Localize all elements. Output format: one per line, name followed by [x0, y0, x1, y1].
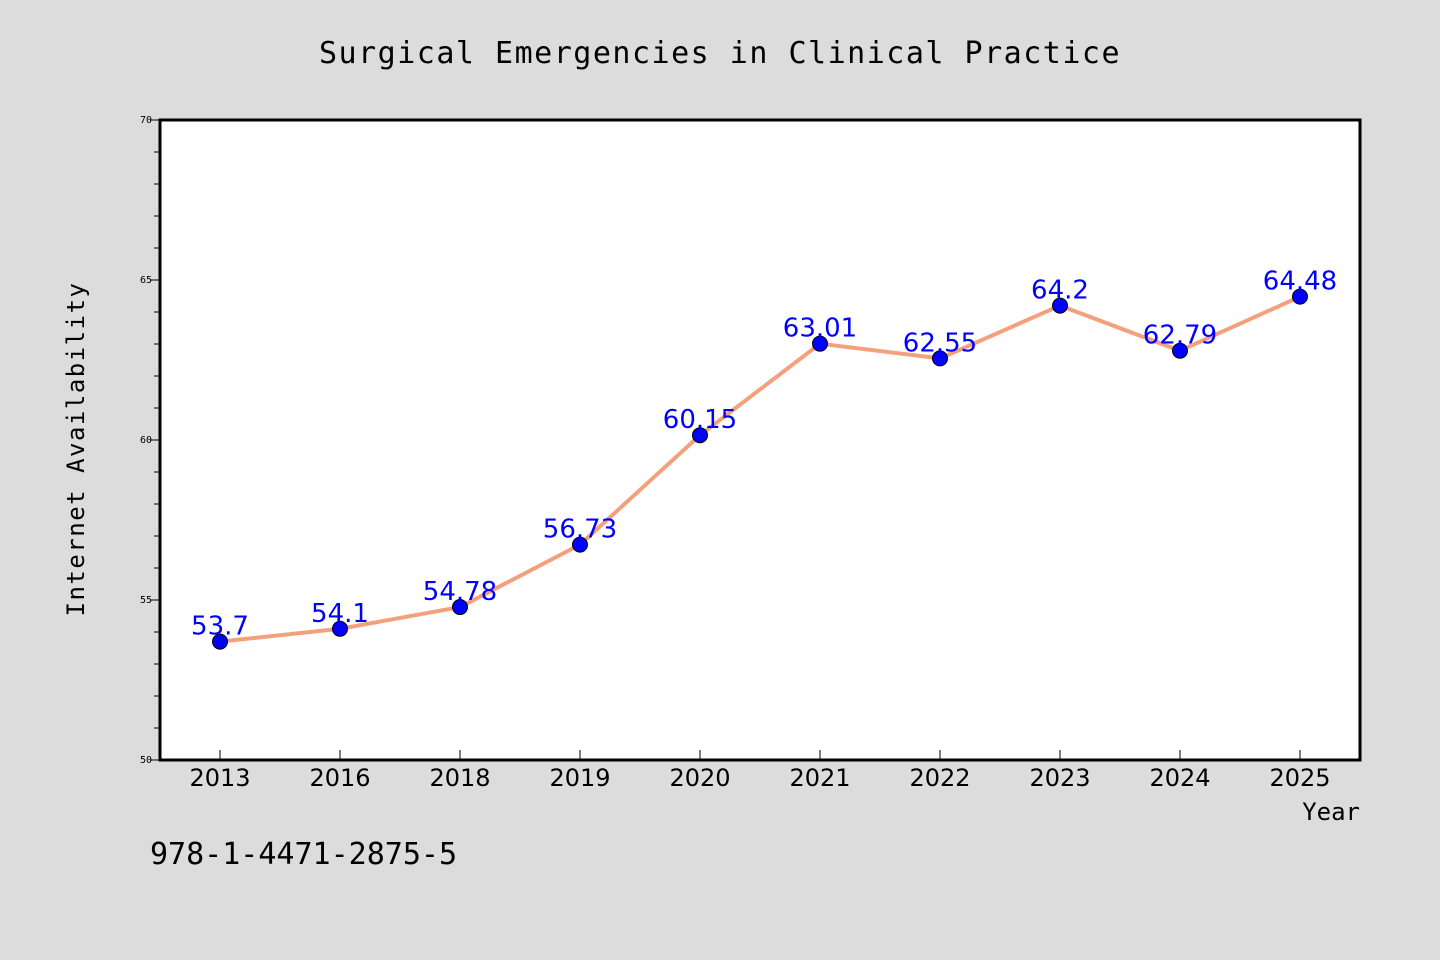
- y-tick-label: 70: [140, 115, 152, 126]
- x-axis-label: Year: [1302, 798, 1360, 826]
- data-point: [572, 536, 588, 553]
- x-tick-label: 2024: [1149, 764, 1210, 792]
- y-tick-label: 60: [140, 435, 152, 446]
- data-label: 53.7: [191, 612, 249, 642]
- data-point: [932, 350, 948, 367]
- series-group: 53.7 54.1 54.78 56.73 60.15 63.01 62.55 64.2 62.…: [191, 267, 1337, 650]
- x-axis-ticks: 2013 2016 2018 2019 2020 2021 2022 2023 2024 2025: [189, 750, 1331, 792]
- data-point: [332, 620, 348, 637]
- chart-title: Surgical Emergencies in Clinical Practic…: [319, 36, 1121, 71]
- data-label: 64.48: [1263, 267, 1337, 297]
- data-label: 54.78: [423, 577, 497, 607]
- plot-frame: [158, 118, 1362, 762]
- x-tick-label: 2023: [1029, 764, 1090, 792]
- x-tick-label: 2021: [789, 764, 850, 792]
- y-axis-label: Internet Availability: [62, 282, 90, 617]
- x-tick-label: 2018: [429, 764, 490, 792]
- data-point: [812, 335, 828, 352]
- data-point: [452, 599, 468, 616]
- y-tick-label: 55: [140, 595, 152, 606]
- x-tick-label: 2013: [189, 764, 250, 792]
- data-label: 63.01: [783, 314, 857, 344]
- series-line: [218, 294, 1302, 644]
- data-point: [692, 427, 708, 444]
- data-label: 62.79: [1143, 321, 1217, 351]
- data-label: 56.73: [543, 515, 617, 545]
- y-tick-label: 50: [140, 755, 152, 766]
- data-point: [1172, 342, 1188, 359]
- data-label: 64.2: [1031, 276, 1089, 306]
- x-tick-label: 2020: [669, 764, 730, 792]
- x-tick-label: 2022: [909, 764, 970, 792]
- data-label: 62.55: [903, 328, 977, 358]
- data-point: [212, 633, 228, 650]
- x-tick-label: 2019: [549, 764, 610, 792]
- isbn-text: 978-1-4471-2875-5: [150, 837, 457, 872]
- data-label: 54.1: [311, 599, 369, 629]
- x-tick-label: 2025: [1269, 764, 1330, 792]
- x-tick-label: 2016: [309, 764, 370, 792]
- data-point: [1292, 288, 1308, 305]
- y-tick-label: 65: [140, 275, 152, 286]
- data-point: [1052, 297, 1068, 314]
- data-label: 60.15: [663, 405, 737, 435]
- plot-area: [160, 120, 1360, 760]
